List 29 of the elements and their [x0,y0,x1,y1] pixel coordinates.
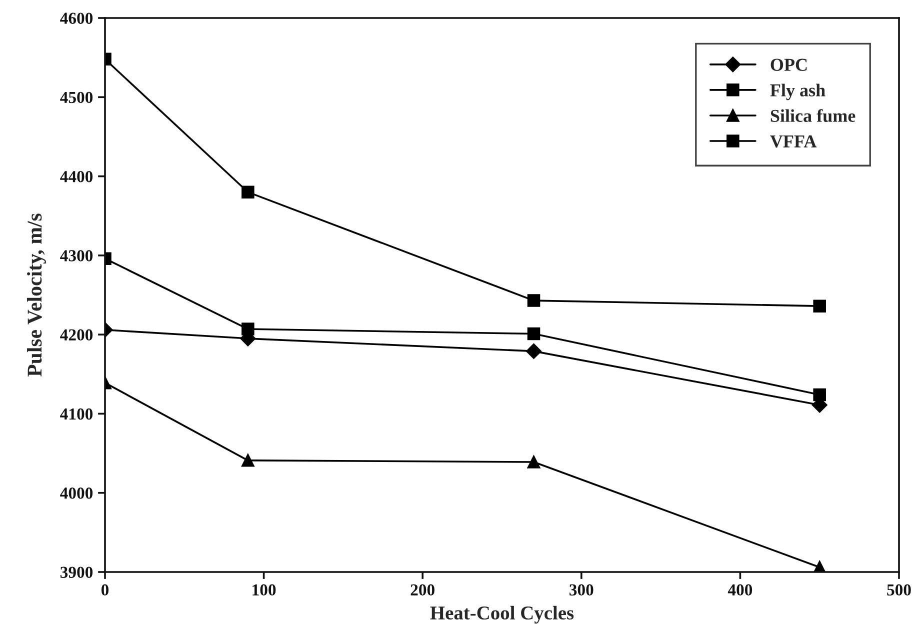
x-tick-label: 500 [887,584,911,596]
y-tick-label: 4300 [60,250,93,262]
x-tick-label: 200 [410,584,434,596]
point [813,300,826,312]
point [242,454,254,467]
point [242,322,254,336]
point [527,294,540,307]
y-axis-title: Pulse Velocity, m/s [27,214,46,377]
point [527,327,540,340]
legend-label: OPC [770,58,807,71]
legend-label: Fly ash [770,84,826,100]
point [242,186,254,199]
legend-label: VFFA [770,135,817,148]
y-tick-label: 4200 [60,329,93,341]
y-tick-label: 4000 [60,488,93,499]
point [526,343,542,359]
x-axis-title: Heat-Cool Cycles [430,606,574,624]
y-tick-label: 4100 [60,408,93,420]
x-tick-label: 0 [101,584,109,596]
x-tick-label: 400 [728,584,752,596]
y-tick-label: 3900 [60,566,93,578]
point [813,388,826,402]
point [527,456,540,468]
legend-label: Silica fume [770,109,856,122]
x-tick-label: 300 [570,584,594,596]
y-tick-label: 4500 [60,92,93,104]
y-tick-label: 4600 [60,12,93,24]
x-tick-label: 100 [252,584,276,596]
y-tick-label: 4400 [60,170,93,182]
